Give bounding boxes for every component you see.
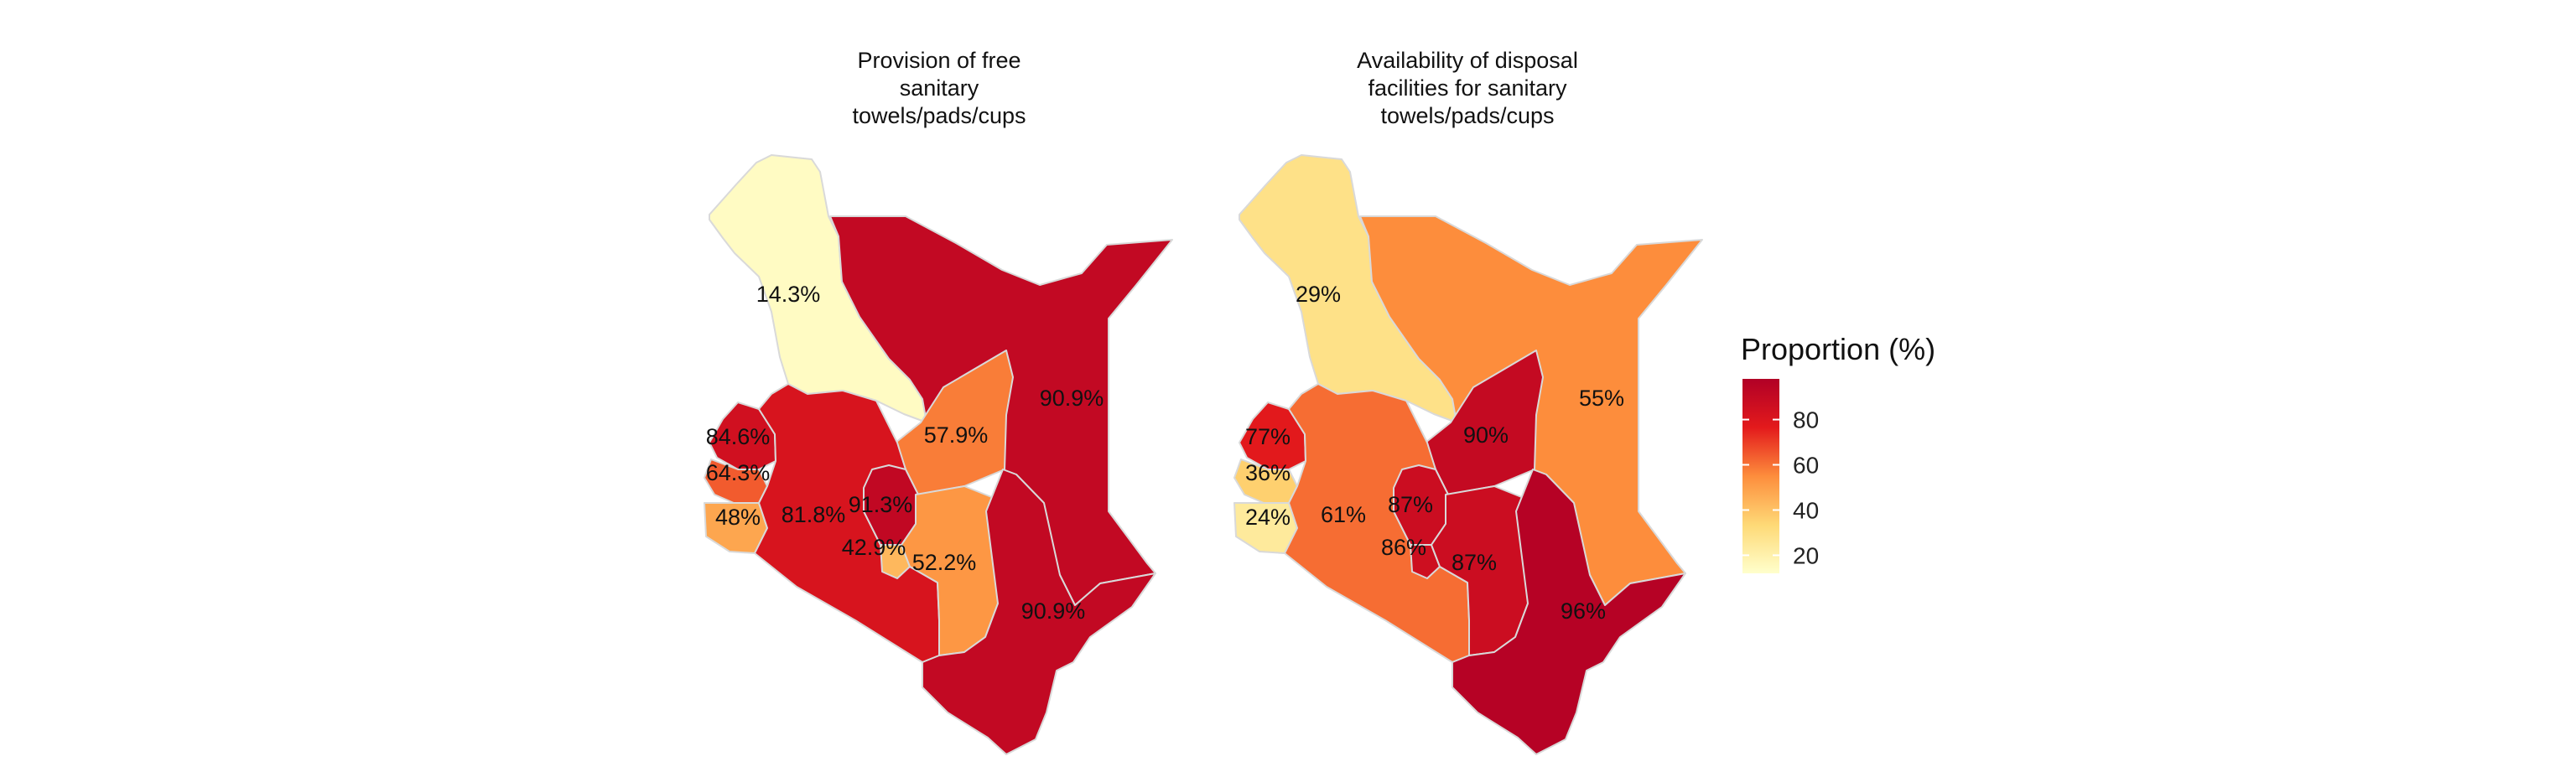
- map-2-title-line-2: facilities for sanitary: [1368, 75, 1567, 101]
- legend-tick-label: 20: [1793, 542, 1819, 568]
- map-2-region-nairobi: [1410, 544, 1441, 579]
- legend-tick-label: 40: [1793, 497, 1819, 523]
- map-1-label-rift-valley: 81.8%: [782, 502, 846, 527]
- map-1-label-western: 84.6%: [706, 424, 771, 449]
- map-1-label-north-west: 14.3%: [756, 282, 821, 307]
- map-2-label-central: 87%: [1388, 492, 1433, 517]
- map-2-label-north-west: 29%: [1296, 282, 1341, 307]
- map-2-label-nyanza-central: 36%: [1245, 460, 1291, 485]
- map-1-title-line-1: Provision of free: [857, 48, 1021, 73]
- map-2-label-lower-eastern: 87%: [1452, 550, 1497, 575]
- map-1-label-central: 91.3%: [849, 492, 913, 517]
- map-2-label-rift-valley: 61%: [1321, 502, 1366, 527]
- map-1-region-nairobi: [880, 544, 911, 579]
- map-1-label-lower-eastern: 52.2%: [912, 550, 977, 575]
- legend-color-bar: [1742, 379, 1779, 573]
- map-2-title: Availability of disposal facilities for …: [1233, 47, 1702, 130]
- map-1-label-coast: 90.9%: [1021, 598, 1086, 624]
- map-2-label-coast: 96%: [1561, 598, 1606, 624]
- map-1: 14.3% 90.9% 57.9% 84.6% 64.3% 48% 81.8% 91.3% 42…: [704, 154, 1173, 755]
- map-1-title: Provision of free sanitary towels/pads/c…: [704, 47, 1174, 130]
- map-2-title-line-3: towels/pads/cups: [1380, 103, 1555, 128]
- map-1-label-eastern: 57.9%: [924, 422, 989, 448]
- map-1-label-nyanza-central: 64.3%: [706, 460, 771, 485]
- map-2: 29% 55% 90% 77% 36% 24% 61% 87% 86% 87% 96%: [1233, 154, 1703, 755]
- map-1-label-north-east: 90.9%: [1040, 386, 1104, 411]
- legend-title: Proportion (%): [1741, 332, 1936, 366]
- map-1-label-nairobi: 42.9%: [842, 535, 906, 560]
- map-1-region-coast: [922, 469, 1156, 755]
- map-2-label-nyanza-south: 24%: [1245, 505, 1291, 530]
- map-2-label-western: 77%: [1245, 424, 1291, 449]
- map-2-label-eastern: 90%: [1463, 422, 1509, 448]
- map-1-title-line-3: towels/pads/cups: [852, 103, 1026, 128]
- map-1-title-line-2: sanitary: [899, 75, 979, 101]
- map-2-label-north-east: 55%: [1579, 386, 1624, 411]
- legend-tick-label: 80: [1793, 407, 1819, 433]
- legend-tick-label: 60: [1793, 453, 1819, 479]
- map-1-label-nyanza-south: 48%: [715, 505, 761, 530]
- map-2-title-line-1: Availability of disposal: [1357, 48, 1578, 73]
- map-2-region-coast: [1452, 469, 1686, 755]
- map-2-label-nairobi: 86%: [1381, 535, 1426, 560]
